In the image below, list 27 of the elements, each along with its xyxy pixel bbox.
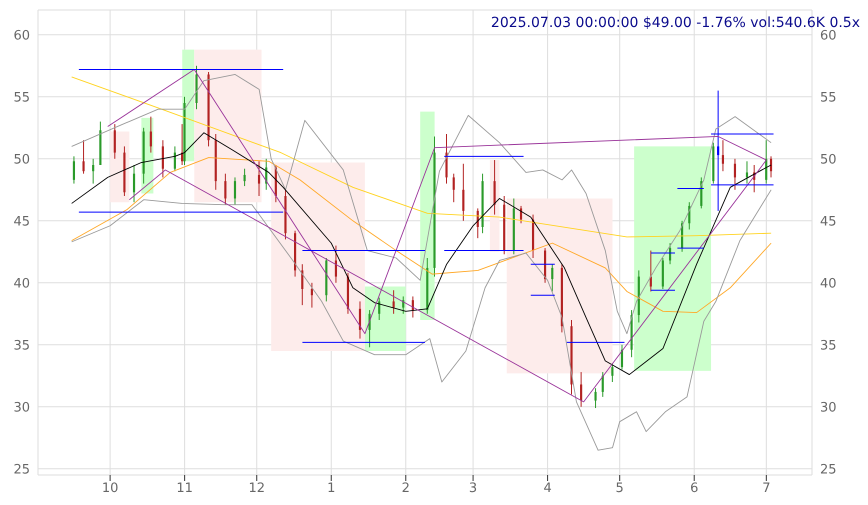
y-tick-label: 55 (13, 90, 30, 106)
x-tick-label: 6 (690, 481, 698, 496)
y2-tick-label: 40 (820, 276, 837, 292)
y2-tick-label: 35 (820, 338, 837, 354)
x-tick-label: 10 (102, 481, 118, 496)
y-tick-label: 50 (13, 152, 30, 168)
x-tick-label: 4 (543, 481, 552, 496)
x-tick-label: 1 (327, 481, 336, 496)
y-tick-label: 35 (13, 338, 30, 354)
x-tick-label: 3 (468, 481, 478, 496)
chart-title: 2025.07.03 00:00:00 $49.00 -1.76% vol:540.6K 0.5x (490, 15, 860, 31)
x-tick-label: 5 (616, 481, 624, 496)
y-tick-label: 25 (13, 462, 30, 478)
x-tick-label: 12 (248, 481, 266, 496)
x-tick-label: 7 (762, 481, 770, 496)
y2-tick-label: 60 (820, 28, 837, 44)
y-tick-label: 60 (13, 28, 30, 44)
x-tick-label: 11 (176, 481, 193, 496)
y2-tick-label: 25 (820, 462, 837, 478)
y-tick-label: 30 (13, 400, 30, 416)
x-tick-label: 2 (402, 481, 410, 496)
y2-tick-label: 45 (820, 214, 837, 230)
y-tick-label: 45 (13, 214, 30, 230)
y2-tick-label: 55 (820, 90, 837, 106)
y2-tick-label: 50 (820, 152, 837, 168)
y2-tick-label: 30 (820, 400, 837, 416)
y-tick-label: 40 (13, 276, 30, 292)
